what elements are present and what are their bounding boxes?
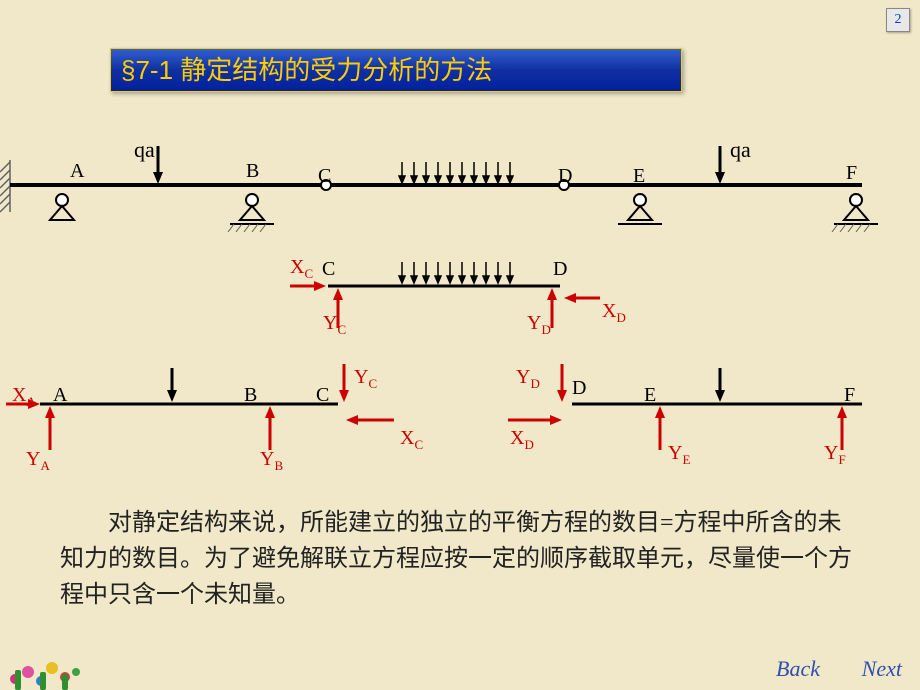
label-YF3: YF <box>824 442 846 468</box>
diagram-full-beam <box>0 0 920 250</box>
label-A1: A <box>70 160 84 183</box>
label-YE3: YE <box>668 442 690 468</box>
label-E3: E <box>644 384 656 407</box>
label-C3: C <box>316 384 329 407</box>
label-F1: F <box>846 162 857 185</box>
label-C1: C <box>318 165 331 188</box>
label-qa-left: qa <box>134 137 155 163</box>
label-D1: D <box>558 165 572 188</box>
label-qa-right: qa <box>730 137 751 163</box>
label-YC3: YC <box>354 366 377 392</box>
label-D3: D <box>572 377 586 400</box>
body-paragraph: 对静定结构来说，所能建立的独立的平衡方程的数目=方程中所含的未知力的数目。为了避… <box>60 505 860 613</box>
label-XD3: XD <box>510 427 534 453</box>
nav-back-button[interactable]: Back <box>776 656 820 682</box>
label-E1: E <box>633 165 645 188</box>
label-F3: F <box>844 384 855 407</box>
label-A3: A <box>53 384 67 407</box>
label-YC2: YC <box>323 312 346 338</box>
label-D2: D <box>553 258 567 281</box>
nav-next-button[interactable]: Next <box>862 656 902 682</box>
label-YB3: YB <box>260 448 283 474</box>
label-XD2: XD <box>602 300 626 326</box>
label-B3: B <box>244 384 257 407</box>
label-XC2: XC <box>290 256 313 282</box>
flower-decoration <box>0 640 120 690</box>
label-XA3: XA <box>12 384 36 410</box>
label-YD2: YD <box>527 312 551 338</box>
label-YA3: YA <box>26 448 50 474</box>
label-B1: B <box>246 160 259 183</box>
diagram-split-beams <box>0 350 920 490</box>
label-YD3: YD <box>516 366 540 392</box>
label-C2: C <box>322 258 335 281</box>
label-XC3: XC <box>400 427 423 453</box>
